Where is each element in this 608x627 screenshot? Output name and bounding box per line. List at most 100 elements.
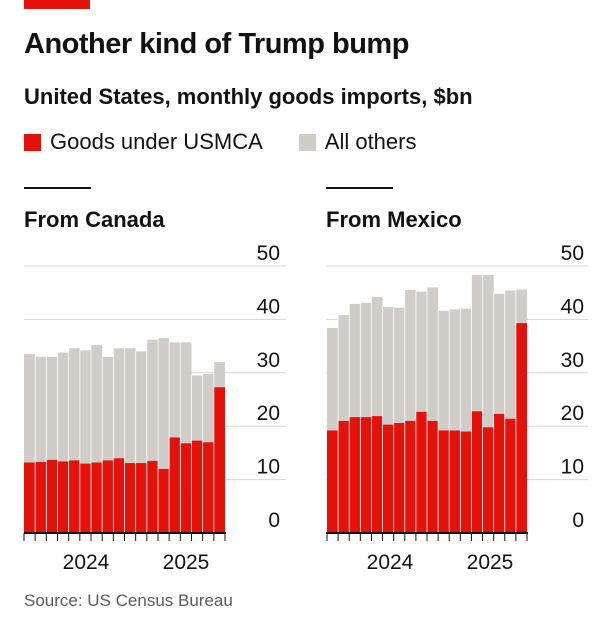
bar-others-canada <box>68 348 80 461</box>
legend-label-usmca: Goods under USMCA <box>50 129 263 154</box>
y-tick-label-canada: 40 <box>257 295 280 318</box>
bar-others-mexico <box>504 290 516 419</box>
bar-usmca-canada <box>102 460 114 533</box>
bar-others-mexico <box>438 310 450 431</box>
bar-others-mexico <box>427 287 439 421</box>
x-tick-label-mexico: 2024 <box>367 551 414 574</box>
bar-usmca-canada <box>68 460 80 533</box>
x-tick-label-canada: 2025 <box>163 551 210 574</box>
bar-usmca-mexico <box>438 430 450 533</box>
y-tick-label-canada: 10 <box>257 456 280 479</box>
legend-item-others: All others <box>298 129 417 155</box>
bar-others-canada <box>113 348 125 459</box>
bar-usmca-mexico <box>493 413 505 533</box>
chart-subtitle: United States, monthly goods imports, $b… <box>24 84 473 109</box>
legend-swatch-usmca <box>24 133 41 151</box>
y-tick-label-canada: 20 <box>257 402 280 425</box>
source-note: Source: US Census Bureau <box>24 591 233 610</box>
bar-usmca-mexico <box>427 420 439 533</box>
bar-usmca-canada <box>91 462 103 533</box>
bar-others-canada <box>158 338 170 469</box>
legend-swatch-others <box>298 133 316 151</box>
bar-usmca-canada <box>24 462 36 533</box>
bar-others-mexico <box>382 307 394 425</box>
bar-usmca-canada <box>146 460 158 533</box>
bar-others-canada <box>46 356 58 460</box>
bar-others-canada <box>102 356 114 461</box>
y-tick-label-mexico: 30 <box>561 349 584 372</box>
bar-others-canada <box>124 348 136 464</box>
bar-usmca-mexico <box>404 420 416 533</box>
bar-others-canada <box>180 342 192 444</box>
bar-usmca-canada <box>202 442 214 533</box>
bar-others-canada <box>91 345 103 463</box>
legend-item-usmca: Goods under USMCA <box>24 129 263 155</box>
bar-others-mexico <box>349 303 361 418</box>
bar-others-mexico <box>482 275 494 428</box>
x-tick-label-canada: 2024 <box>63 551 110 574</box>
bar-usmca-mexico <box>482 427 494 533</box>
y-tick-label-canada: 30 <box>257 349 280 372</box>
bar-usmca-mexico <box>504 418 516 533</box>
bar-others-canada <box>169 342 181 438</box>
bar-usmca-canada <box>46 459 58 533</box>
bar-usmca-mexico <box>449 430 461 533</box>
x-tick-label-mexico: 2025 <box>467 551 514 574</box>
bar-others-canada <box>213 362 225 388</box>
bar-usmca-mexico <box>471 411 483 533</box>
bar-usmca-canada <box>158 468 170 533</box>
y-tick-label-mexico: 10 <box>561 456 584 479</box>
bar-others-mexico <box>371 296 383 417</box>
y-tick-label-mexico: 0 <box>572 509 584 532</box>
bar-usmca-mexico <box>382 424 394 533</box>
y-tick-label-mexico: 40 <box>561 295 584 318</box>
bar-usmca-canada <box>124 463 136 533</box>
bar-usmca-canada <box>213 387 225 533</box>
bar-usmca-mexico <box>515 323 527 533</box>
bar-others-canada <box>79 350 91 464</box>
y-tick-label-mexico: 50 <box>561 242 584 265</box>
bar-others-mexico <box>493 293 505 414</box>
bar-others-canada <box>57 352 69 462</box>
bar-usmca-mexico <box>349 417 361 533</box>
legend: Goods under USMCA All others <box>24 128 452 156</box>
legend-label-others: All others <box>324 129 417 154</box>
bar-usmca-mexico <box>338 420 350 533</box>
panel-title-mexico: From Mexico <box>326 207 462 232</box>
bar-usmca-mexico <box>360 417 372 533</box>
bar-usmca-canada <box>35 461 47 533</box>
bar-others-canada <box>146 339 158 461</box>
bar-others-canada <box>191 375 203 441</box>
bar-usmca-canada <box>79 463 91 533</box>
bar-others-mexico <box>460 308 472 432</box>
bar-others-mexico <box>515 289 527 324</box>
bar-others-mexico <box>327 327 339 431</box>
y-tick-label-canada: 0 <box>268 509 280 532</box>
bar-others-canada <box>202 373 214 443</box>
y-tick-label-canada: 50 <box>257 242 280 265</box>
bar-others-mexico <box>415 291 427 412</box>
panel-title-canada: From Canada <box>24 207 165 232</box>
bar-others-canada <box>35 356 47 462</box>
bar-others-mexico <box>449 309 461 431</box>
bar-usmca-canada <box>113 458 125 533</box>
bar-others-canada <box>135 351 147 464</box>
bar-usmca-mexico <box>415 411 427 533</box>
bar-others-mexico <box>393 307 405 423</box>
bar-usmca-canada <box>191 440 203 533</box>
bar-usmca-mexico <box>327 430 339 533</box>
bar-usmca-canada <box>180 443 192 533</box>
bar-others-mexico <box>338 315 350 421</box>
bar-usmca-mexico <box>460 431 472 533</box>
bar-usmca-canada <box>57 461 69 533</box>
bar-usmca-canada <box>135 463 147 533</box>
bar-usmca-mexico <box>371 416 383 533</box>
chart-title: Another kind of Trump bump <box>24 28 409 60</box>
bar-others-canada <box>24 354 36 463</box>
bar-usmca-mexico <box>393 422 405 533</box>
bar-others-mexico <box>471 275 483 412</box>
y-tick-label-mexico: 20 <box>561 402 584 425</box>
bar-usmca-canada <box>169 437 181 533</box>
bar-others-mexico <box>404 290 416 421</box>
